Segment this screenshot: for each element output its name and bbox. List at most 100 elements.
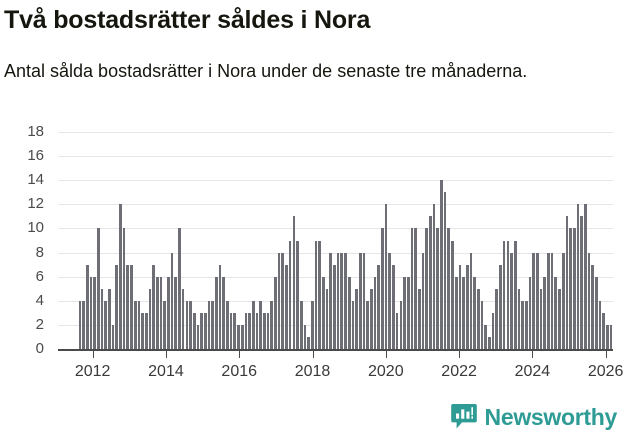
chart-bar	[310, 300, 314, 349]
x-axis-tick-label: 2026	[587, 363, 624, 380]
chart-bar	[602, 312, 606, 349]
y-axis-tick-label: 6	[35, 267, 44, 285]
y-axis-tick-label: 18	[27, 123, 44, 140]
chart-bar	[336, 252, 340, 349]
chart-bar	[539, 288, 543, 349]
chart-bar	[144, 312, 148, 349]
chart-bar	[495, 288, 499, 349]
chart-bar	[303, 324, 307, 349]
chart-bar	[82, 300, 85, 349]
chart-bar	[587, 252, 591, 349]
x-axis-tick-label: 2024	[514, 363, 551, 380]
x-axis-tick	[239, 351, 241, 358]
chart-bar	[491, 312, 495, 349]
chart-bar	[443, 192, 447, 349]
chart-bar	[296, 240, 299, 349]
gridline	[58, 132, 613, 133]
x-axis-tick-label: 2018	[294, 363, 331, 380]
chart-bar	[521, 300, 524, 349]
chart-bar	[148, 288, 152, 349]
chart-bar	[251, 300, 255, 349]
chart-bar	[447, 228, 451, 349]
chart-bar	[244, 312, 248, 349]
chart-bar	[185, 300, 189, 349]
chart-bar	[465, 264, 469, 349]
chart-bar	[565, 216, 569, 349]
chart-bar	[536, 252, 539, 349]
chart-bar	[85, 264, 89, 349]
chart-bar	[288, 240, 292, 349]
chart-bar	[473, 276, 476, 349]
gridline	[58, 228, 613, 230]
x-axis-tick-label: 2022	[441, 363, 477, 380]
chart-bar	[119, 204, 122, 349]
chart-bar	[78, 300, 82, 349]
chart-bar	[200, 312, 203, 349]
chart-bar	[598, 300, 602, 349]
chart-bar	[322, 276, 325, 349]
chart-bar	[329, 252, 333, 349]
chart-bar	[126, 264, 130, 349]
y-axis-tick-label: 2	[35, 315, 44, 333]
x-axis-tick-label: 2014	[148, 363, 184, 380]
chart-bar	[392, 264, 395, 349]
chart-bar	[233, 312, 237, 349]
chart-bar	[403, 276, 406, 349]
chart-bar	[506, 240, 510, 349]
x-axis-line	[58, 349, 613, 351]
x-axis-tick	[605, 351, 607, 358]
chart-bar	[285, 264, 288, 349]
chart-bar	[215, 276, 218, 349]
chart-bar	[583, 204, 587, 349]
chart-bar	[484, 324, 488, 349]
chart-bar	[462, 276, 465, 349]
chart-bar	[510, 252, 513, 349]
x-axis-tick-label: 2016	[221, 363, 258, 380]
chart-bar	[355, 288, 358, 349]
chart-bar	[314, 240, 318, 349]
chart-bar	[558, 288, 561, 349]
chart-bar	[366, 300, 369, 349]
chart-bar	[580, 216, 583, 349]
chart-bar	[517, 288, 521, 349]
chart-bar	[163, 300, 167, 349]
chart-bar	[115, 264, 119, 349]
chart-bar	[211, 300, 214, 349]
chart-bar	[561, 252, 565, 349]
chart-bar	[307, 336, 310, 349]
chart-bar	[93, 276, 96, 349]
bar-chart-speech-bubble-icon	[450, 403, 477, 431]
chart-bar	[351, 300, 355, 349]
chart-bar	[429, 216, 432, 349]
chart-bar	[155, 276, 159, 349]
x-axis-tick-label: 2020	[368, 363, 404, 380]
y-axis-tick-label: 4	[35, 291, 44, 309]
chart-bar	[141, 312, 144, 349]
chart-bar	[377, 264, 381, 349]
chart-bar	[96, 228, 100, 349]
chart-bar	[277, 252, 281, 349]
chart-bar	[270, 300, 274, 349]
x-axis-tick-label: 2012	[74, 363, 111, 380]
chart-bar	[362, 252, 366, 349]
y-axis-tick-label: 8	[35, 243, 44, 261]
chart-bar	[528, 276, 532, 349]
chart-bar	[421, 252, 425, 349]
y-axis-tick-label: 0	[35, 340, 44, 357]
chart-bar	[384, 204, 388, 349]
chart-bar	[458, 264, 462, 349]
chart-bar	[395, 312, 399, 349]
footer-branding: Newsworthy	[450, 403, 617, 431]
chart-bar	[240, 324, 244, 349]
chart-bar	[159, 276, 163, 349]
chart-bar	[543, 276, 547, 349]
chart-bar	[576, 204, 580, 349]
chart-bar	[436, 228, 440, 349]
y-axis-tick-label: 14	[27, 171, 44, 189]
chart-bar	[369, 288, 373, 349]
chart-bar	[451, 240, 454, 349]
chart-bar	[203, 312, 207, 349]
chart-bar	[432, 204, 436, 349]
chart-bar	[399, 300, 403, 349]
chart-bar	[248, 312, 251, 349]
